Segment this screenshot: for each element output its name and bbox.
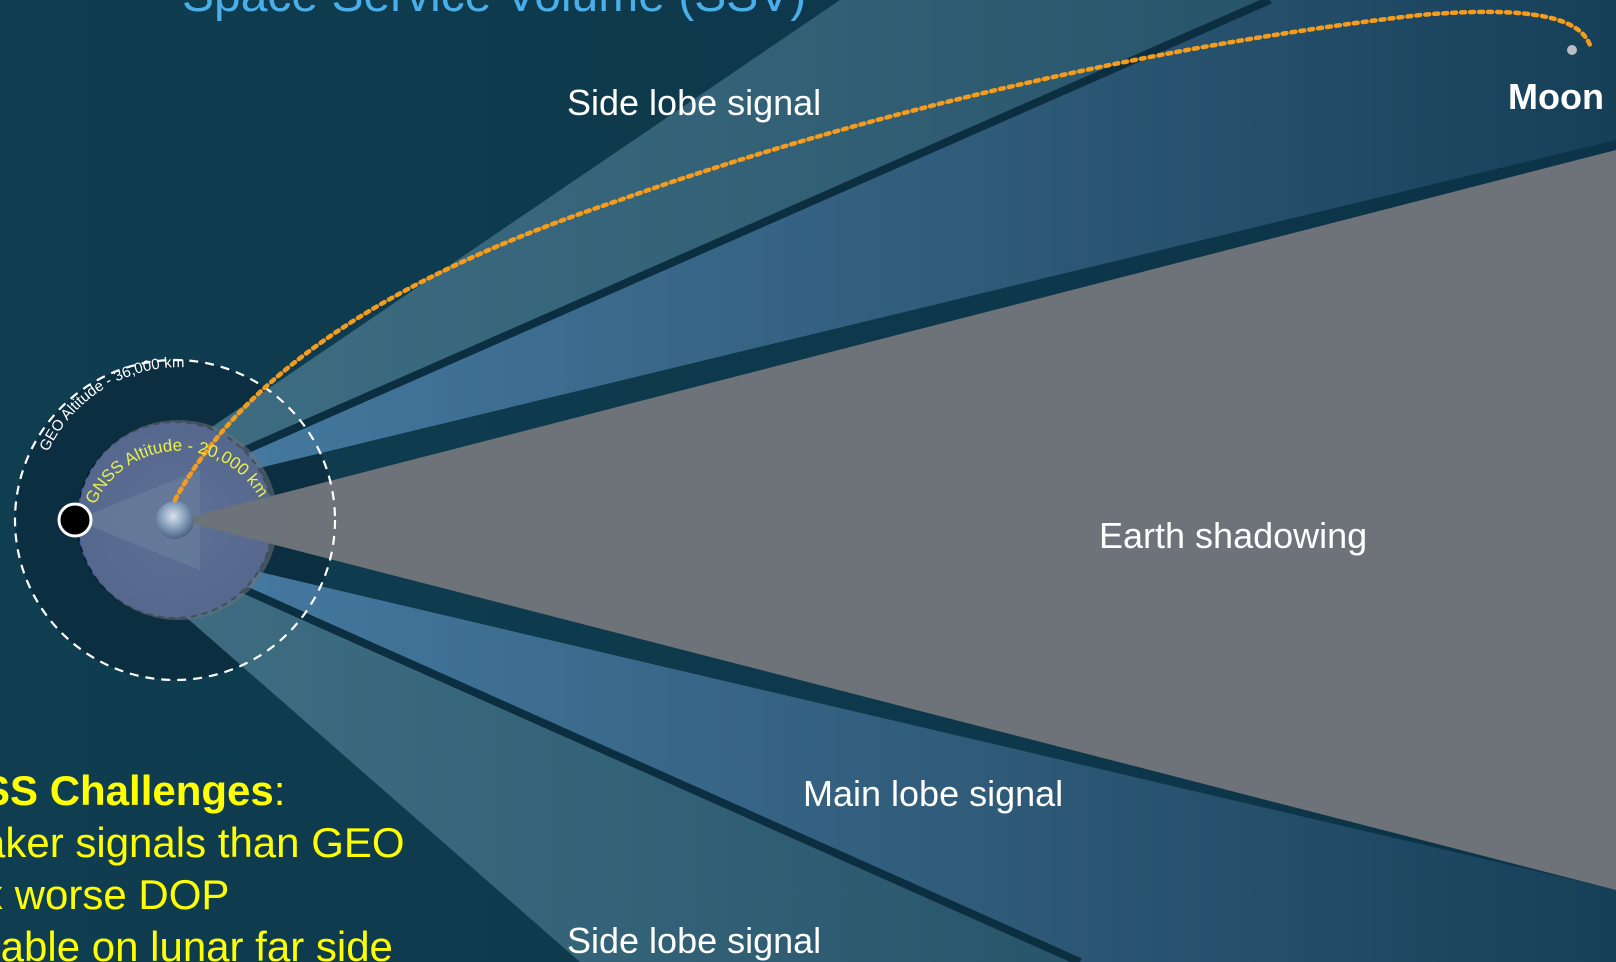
moon-label: Moon [1508, 76, 1604, 117]
earth-icon [156, 501, 194, 539]
moon-icon [1567, 45, 1577, 55]
challenges-panel: SS Challenges: aker signals than GEO x w… [0, 765, 405, 962]
challenges-heading-suffix: : [273, 767, 286, 814]
earth-shadowing-label: Earth shadowing [1099, 515, 1368, 556]
separator-top [198, 0, 1272, 474]
side-lobe-top-label: Side lobe signal [567, 82, 822, 123]
main-lobe-bottom [75, 520, 1616, 962]
side-lobe-bottom-label: Side lobe signal [567, 920, 822, 961]
separator-bottom [198, 566, 1082, 962]
earth-shadow-cone [178, 150, 1616, 890]
page-title: Space Service Volume (SSV) [182, 0, 806, 23]
main-lobe-label: Main lobe signal [803, 773, 1064, 814]
geo-orbit-ring [13, 358, 337, 682]
spacecraft-icon [57, 502, 93, 538]
lunar-trajectory [172, 9, 1593, 503]
challenges-heading-text: SS Challenges [0, 767, 274, 814]
challenges-heading: SS Challenges: [0, 765, 405, 817]
challenge-item: aker signals than GEO [0, 819, 405, 866]
challenge-item: x worse DOP [0, 871, 230, 918]
challenge-item: ilable on lunar far side [0, 923, 393, 962]
main-lobe-top [75, 0, 1616, 520]
